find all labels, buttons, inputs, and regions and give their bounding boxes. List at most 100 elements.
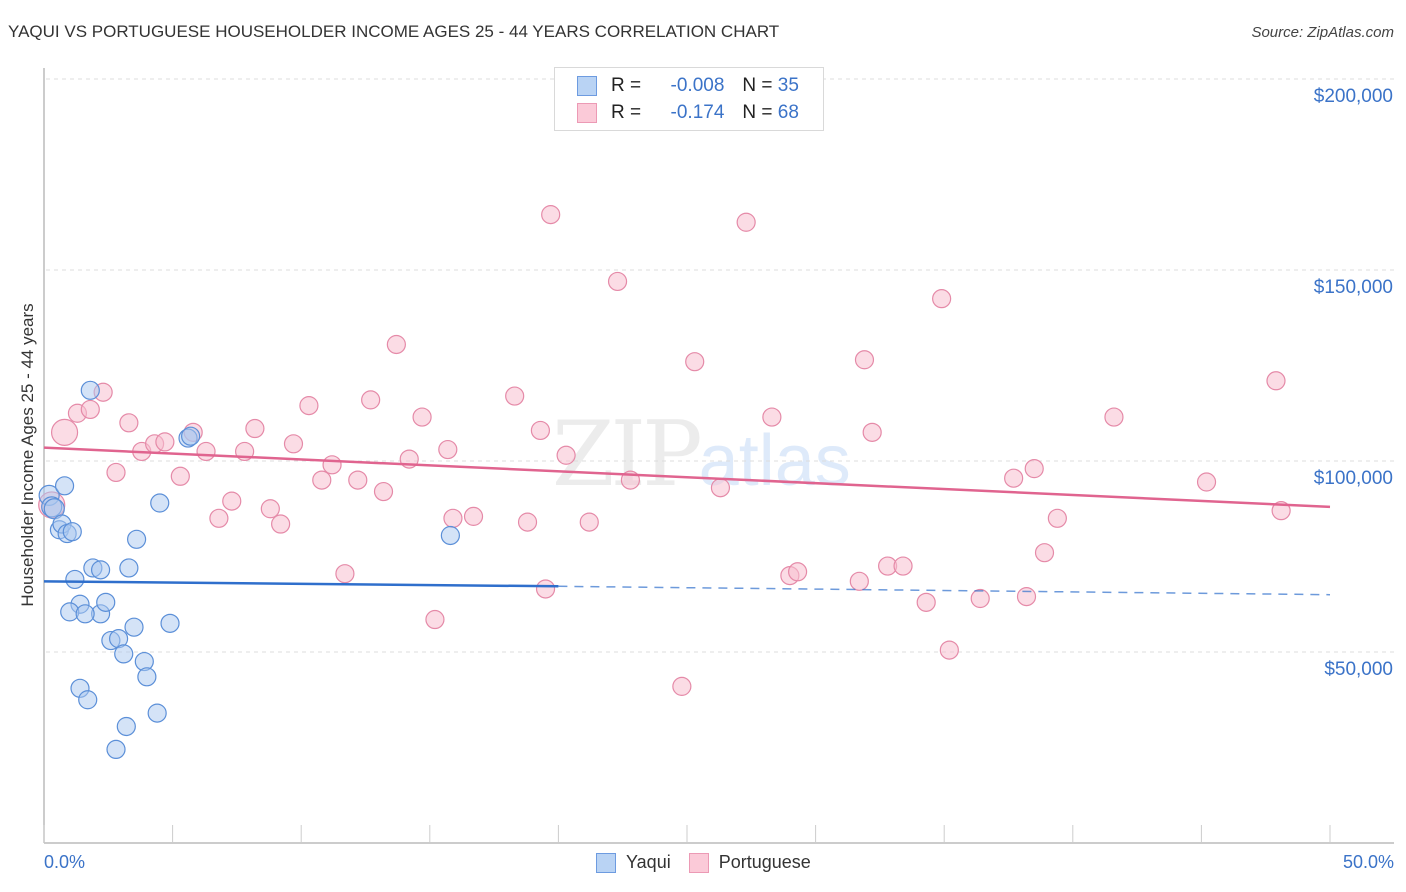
data-point-portuguese xyxy=(530,420,550,441)
y-tick-150000: $150,000 xyxy=(1313,277,1393,298)
data-point-yaqui xyxy=(126,529,147,549)
data-point-portuguese xyxy=(463,506,484,526)
data-point-portuguese xyxy=(1104,407,1124,427)
data-point-portuguese xyxy=(1004,468,1024,488)
data-point-portuguese xyxy=(787,562,808,582)
n-label: N = xyxy=(742,102,773,123)
data-point-yaqui xyxy=(75,604,95,624)
data-point-yaqui xyxy=(65,569,85,590)
data-point-yaqui xyxy=(78,690,98,710)
data-point-portuguese xyxy=(260,499,280,519)
data-point-portuguese xyxy=(579,512,599,532)
data-point-portuguese xyxy=(245,418,265,439)
data-point-yaqui xyxy=(114,644,134,664)
data-point-yaqui xyxy=(54,476,75,496)
data-point-portuguese xyxy=(271,514,291,534)
series-legend: Yaqui Portuguese xyxy=(596,852,829,873)
data-point-portuguese xyxy=(970,588,990,609)
data-point-portuguese xyxy=(119,413,139,433)
data-point-portuguese xyxy=(710,478,731,498)
yaqui-swatch-icon xyxy=(596,852,616,873)
data-point-portuguese xyxy=(535,579,556,599)
data-point-portuguese xyxy=(672,676,692,696)
data-point-portuguese xyxy=(517,512,538,532)
y-tick-100000: $100,000 xyxy=(1313,468,1393,489)
n-value-yaqui: 35 xyxy=(777,75,799,96)
x-tick-min: 0.0% xyxy=(44,852,86,872)
correlation-legend: R = -0.008 N = 35 R = -0.174 N = 68 xyxy=(554,67,824,131)
data-point-portuguese xyxy=(1266,371,1286,391)
data-point-portuguese xyxy=(155,432,175,452)
data-point-portuguese xyxy=(50,418,79,446)
data-point-portuguese xyxy=(361,390,381,410)
data-point-yaqui xyxy=(160,613,180,633)
portuguese-points xyxy=(38,205,1291,696)
data-point-portuguese xyxy=(556,445,576,465)
data-point-yaqui xyxy=(147,703,167,723)
data-point-portuguese xyxy=(80,399,100,420)
legend-row-portuguese: R = -0.174 N = 68 xyxy=(577,101,799,125)
data-point-yaqui xyxy=(150,493,170,513)
portuguese-swatch-icon xyxy=(688,852,709,873)
data-point-portuguese xyxy=(541,205,561,225)
data-point-yaqui xyxy=(106,739,126,760)
data-point-portuguese xyxy=(916,592,936,612)
data-point-portuguese xyxy=(386,334,406,355)
data-point-yaqui xyxy=(119,558,139,578)
data-point-portuguese xyxy=(607,271,628,292)
data-point-portuguese xyxy=(170,466,190,486)
data-point-portuguese xyxy=(196,441,216,462)
data-point-portuguese xyxy=(1024,459,1044,479)
legend-label-yaqui: Yaqui xyxy=(626,852,671,872)
data-point-yaqui xyxy=(116,716,136,737)
data-point-portuguese xyxy=(335,564,355,584)
yaqui-points xyxy=(38,380,460,760)
r-label: R = xyxy=(611,75,642,96)
data-point-portuguese xyxy=(222,491,242,511)
n-value-portuguese: 68 xyxy=(777,102,799,123)
data-point-yaqui xyxy=(62,522,82,542)
data-point-portuguese xyxy=(849,571,869,591)
source-label: Source: ZipAtlas.com xyxy=(1251,24,1394,41)
yaqui-trend-line xyxy=(43,580,559,588)
y-tick-50000: $50,000 xyxy=(1324,659,1393,680)
data-point-portuguese xyxy=(1016,587,1037,607)
data-point-portuguese xyxy=(862,422,882,442)
data-point-portuguese xyxy=(932,289,952,309)
data-point-portuguese xyxy=(736,212,756,232)
data-point-yaqui xyxy=(440,525,460,546)
y-tick-200000: $200,000 xyxy=(1313,86,1393,107)
data-point-yaqui xyxy=(137,667,157,687)
r-label: R = xyxy=(611,102,642,123)
legend-item-yaqui[interactable]: Yaqui xyxy=(596,852,671,873)
data-point-portuguese xyxy=(412,407,432,427)
portuguese-swatch-icon xyxy=(577,103,597,123)
data-point-portuguese xyxy=(312,470,332,490)
data-point-portuguese xyxy=(939,640,959,660)
data-point-portuguese xyxy=(1196,472,1217,492)
data-point-portuguese xyxy=(425,609,445,630)
n-label: N = xyxy=(742,75,773,96)
data-point-portuguese xyxy=(1034,543,1055,563)
data-point-portuguese xyxy=(1047,508,1067,528)
legend-item-portuguese[interactable]: Portuguese xyxy=(688,852,811,873)
x-tick-max: 50.0% xyxy=(1342,852,1394,872)
chart-title: YAQUI VS PORTUGUESE HOUSEHOLDER INCOME A… xyxy=(8,22,780,41)
data-point-portuguese xyxy=(685,352,705,372)
data-point-portuguese xyxy=(505,386,525,406)
legend-label-portuguese: Portuguese xyxy=(718,852,811,872)
portuguese-trend-line xyxy=(43,446,1331,509)
data-point-portuguese xyxy=(443,508,463,528)
data-point-yaqui xyxy=(90,560,111,580)
data-point-portuguese xyxy=(893,556,913,576)
data-point-yaqui xyxy=(96,592,116,612)
data-point-portuguese xyxy=(106,462,126,483)
data-point-portuguese xyxy=(209,508,229,528)
trend-lines xyxy=(43,446,1331,596)
data-point-portuguese xyxy=(438,439,458,460)
data-point-portuguese xyxy=(854,350,875,370)
data-point-yaqui xyxy=(124,617,144,637)
data-point-portuguese xyxy=(1271,501,1291,521)
yaqui-trend-extrapolation xyxy=(558,585,1331,596)
